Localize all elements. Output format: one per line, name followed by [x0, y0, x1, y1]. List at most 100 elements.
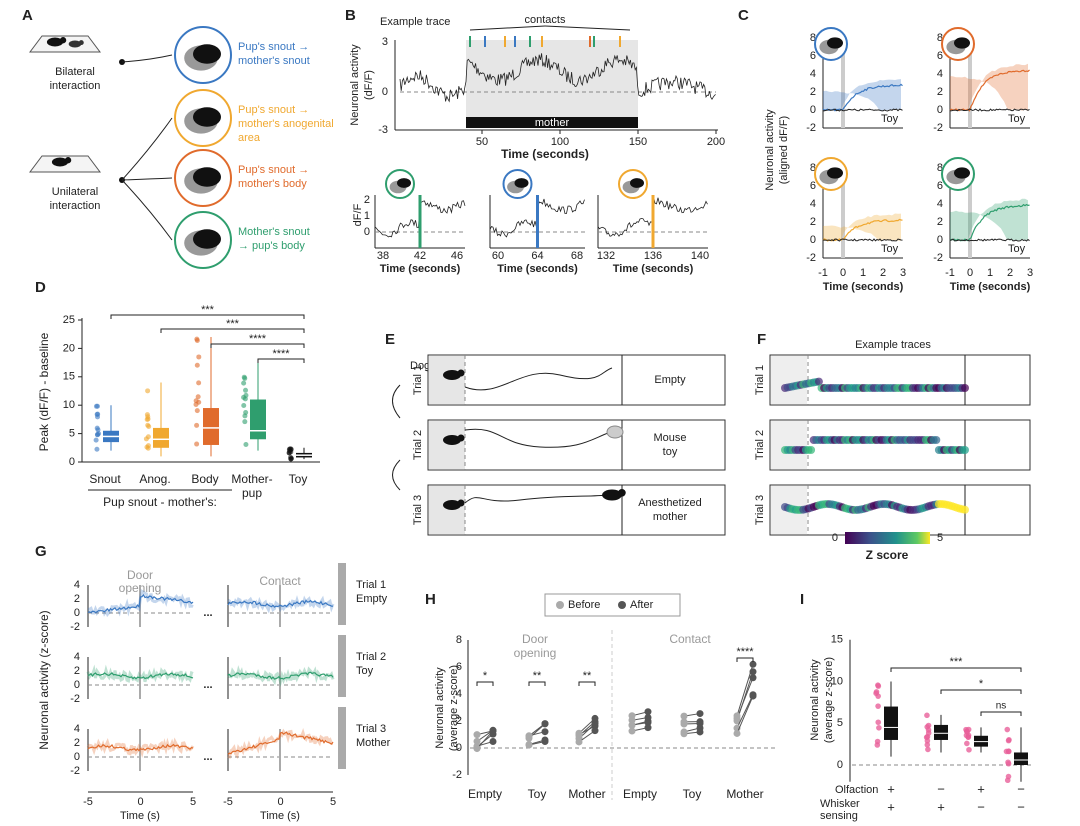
panel-letter: E [385, 331, 395, 348]
axis-title: (average z-score) [448, 665, 460, 751]
event-line [841, 168, 845, 258]
trace [87, 593, 194, 614]
x-tick-label: -5 [223, 796, 233, 808]
point [145, 434, 151, 440]
x-tick-label: 132 [597, 250, 615, 262]
target-label: → pup's body [238, 240, 305, 252]
y-tick-label: 2 [364, 194, 370, 206]
point [243, 387, 249, 393]
point [628, 721, 636, 729]
box [884, 706, 898, 740]
point [489, 727, 497, 735]
y-tick-label: 0 [937, 234, 943, 246]
mouse-icon [193, 167, 221, 187]
point [876, 724, 882, 731]
point [680, 730, 688, 738]
point [696, 710, 704, 718]
point [628, 727, 636, 735]
point [194, 422, 200, 428]
axis-title: Time (seconds) [501, 147, 589, 161]
sem-band [950, 63, 1028, 111]
point [145, 443, 151, 449]
point [241, 403, 247, 409]
point [286, 450, 292, 456]
target-label: mother's snout [238, 55, 310, 67]
y-tick-label: 6 [937, 50, 943, 62]
panel-letter: G [35, 543, 47, 560]
x-tick-label: 42 [414, 250, 426, 262]
mouse-icon [46, 37, 64, 47]
trace [949, 238, 1030, 242]
axis-title: Time (seconds) [823, 281, 904, 293]
point [541, 728, 549, 736]
axis-title: (dF/F) [363, 70, 375, 100]
label: interaction [50, 80, 101, 92]
trace [949, 108, 1030, 112]
row-bar [338, 635, 346, 697]
category-label: Toy [289, 472, 308, 486]
point [966, 746, 972, 753]
axis-title: (aligned dF/F) [778, 116, 790, 184]
panel-letter: F [757, 331, 766, 348]
y-tick-label: 8 [937, 162, 943, 174]
mouse-icon [193, 44, 221, 64]
row-label: Trial 3 [356, 723, 386, 735]
sem-band [950, 198, 1028, 241]
x-tick-label: 68 [571, 250, 583, 262]
category-label: Empty [623, 787, 657, 801]
mouse-icon [68, 40, 82, 48]
point [196, 354, 202, 360]
x-tick-label: 0 [840, 267, 846, 279]
position-dot [814, 377, 823, 386]
y-tick-label: 0 [364, 226, 370, 238]
point [145, 388, 151, 394]
control-label: Toy [1008, 243, 1026, 255]
point [473, 731, 481, 739]
category-label: Empty [468, 787, 502, 801]
point [680, 720, 688, 728]
ellipsis: ... [203, 751, 212, 763]
x-tick-label: 140 [691, 250, 709, 262]
bracket [210, 343, 305, 348]
condition-label: Empty [654, 374, 686, 386]
mouse-icon [457, 369, 465, 377]
point [194, 441, 200, 447]
row-label: Empty [356, 593, 388, 605]
y-tick-label: 4 [810, 198, 816, 210]
line [578, 718, 596, 734]
position-dot [932, 436, 941, 444]
point [489, 738, 497, 746]
y-tick-label: 5 [837, 717, 843, 729]
arrow [121, 54, 173, 63]
arrow [392, 384, 401, 419]
row-bar [338, 563, 346, 625]
bracket [257, 358, 305, 363]
y-tick-label: 8 [456, 634, 462, 646]
label: interaction [50, 200, 101, 212]
point [193, 398, 199, 404]
row-bar [338, 707, 346, 769]
point [93, 437, 99, 443]
y-tick-label: 4 [74, 651, 80, 663]
x-tick-label: 0 [277, 796, 283, 808]
factor-sign: − [937, 781, 945, 796]
line [736, 695, 754, 734]
target-label: Mother's snout [238, 226, 310, 238]
significance: ** [583, 670, 592, 682]
point [644, 724, 652, 732]
box [250, 399, 266, 440]
mouse-icon [630, 178, 644, 188]
mouse-icon [618, 488, 626, 497]
y-tick-label: 8 [810, 162, 816, 174]
trace [87, 743, 194, 752]
point [1005, 748, 1012, 755]
point [924, 741, 931, 748]
x-tick-label: 2 [1007, 267, 1013, 279]
axis-title: Neuronal activity [809, 659, 821, 741]
mouse-icon [443, 500, 461, 510]
y-tick-label: 10 [831, 675, 843, 687]
mouse-icon [443, 370, 461, 380]
x-tick-label: -5 [83, 796, 93, 808]
y-tick-label: 3 [382, 36, 388, 48]
point [241, 394, 247, 400]
